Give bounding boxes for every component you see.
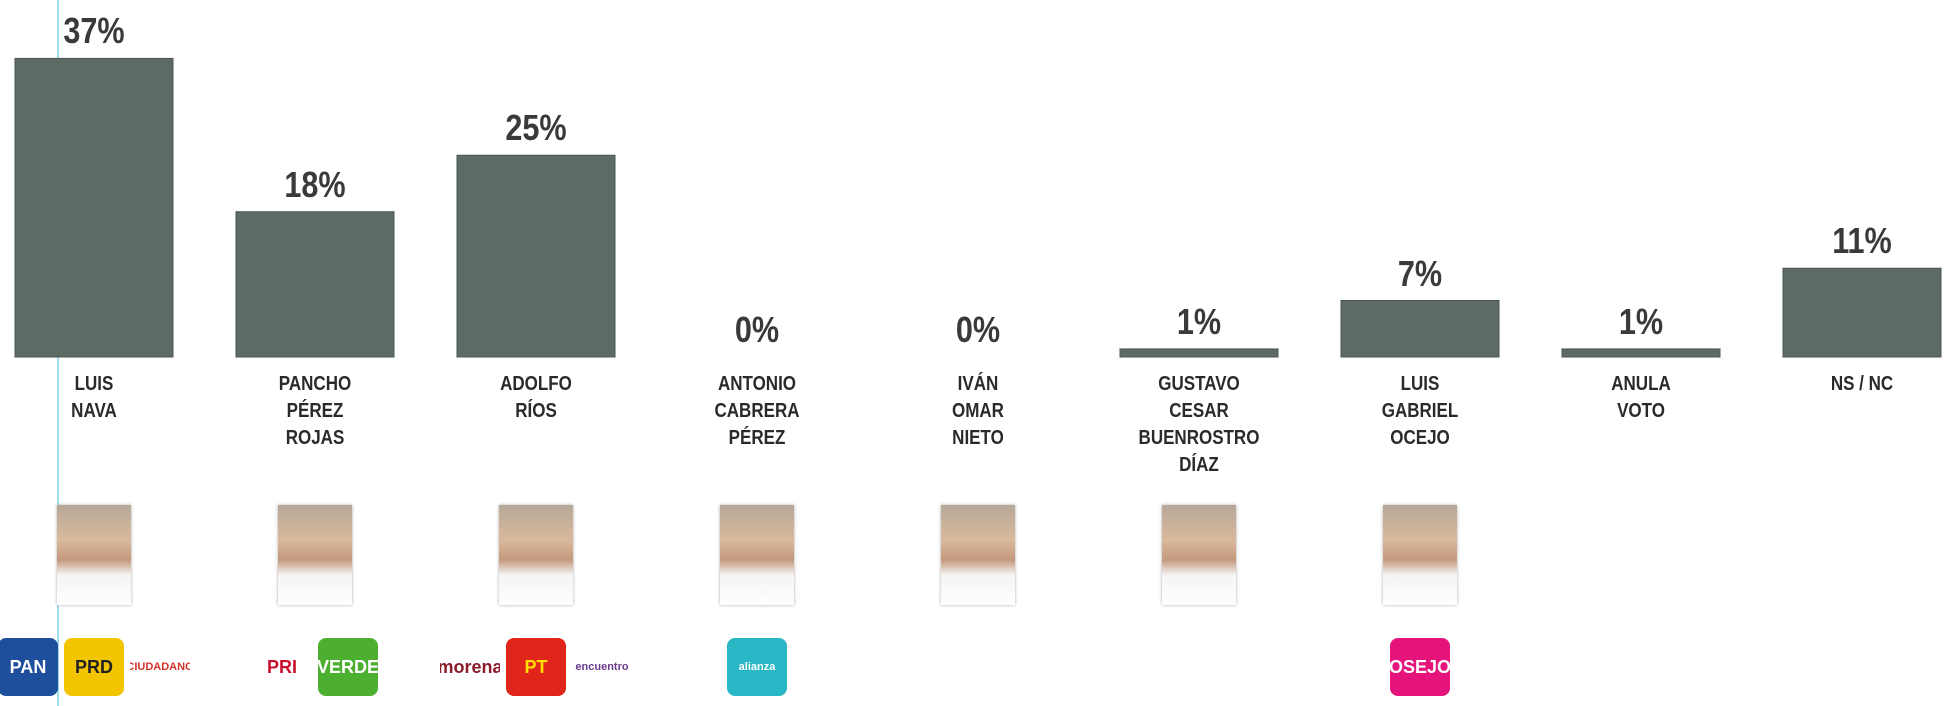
bar (1340, 300, 1500, 358)
bar (235, 211, 395, 358)
category-label: NS / NC (1830, 373, 1894, 395)
value-label: 18% (284, 163, 346, 205)
category-label: LUIS NAVA (71, 373, 117, 422)
category-label: ANTONIO CABRERA PÉREZ (714, 373, 800, 449)
value-label: 25% (505, 107, 567, 149)
category-label: PANCHO PÉREZ ROJAS (278, 373, 352, 449)
category-label: LUIS GABRIEL OCEJO (1381, 373, 1459, 449)
bar (1561, 348, 1721, 358)
value-label: 1% (1176, 300, 1222, 342)
value-label: 0% (734, 309, 780, 350)
candidate-photo (1383, 505, 1457, 605)
value-label: 1% (1618, 300, 1664, 342)
category-label: GUSTAVO CESAR BUENROSTRO DÍAZ (1138, 373, 1260, 476)
party-logo: encuentro (572, 638, 632, 696)
value-label: 7% (1397, 252, 1443, 294)
category-label: ADOLFO RÍOS (500, 373, 572, 422)
party-logo: CIUDADANO (130, 638, 190, 696)
bar (1119, 348, 1279, 358)
bar (14, 57, 174, 358)
value-label: 11% (1832, 220, 1892, 262)
bar (456, 154, 616, 358)
party-logo: PRI (252, 638, 312, 696)
party-logo: morena (440, 638, 500, 696)
value-label: 37% (63, 10, 125, 52)
candidate-photo (57, 505, 131, 605)
party-logo: OSEJO (1390, 638, 1450, 696)
party-logo: PRD (64, 638, 124, 696)
party-logo: PAN (0, 638, 58, 696)
party-logo: VERDE (318, 638, 378, 696)
candidate-photo (720, 505, 794, 605)
category-label: ANULA VOTO (1611, 373, 1671, 422)
value-label: 0% (955, 309, 1001, 350)
bar (1782, 267, 1942, 358)
candidate-photo (1162, 505, 1236, 605)
candidate-photo (499, 505, 573, 605)
party-logo: alianza (727, 638, 787, 696)
candidate-photo (941, 505, 1015, 605)
candidate-photo (278, 505, 352, 605)
category-label: IVÁN OMAR NIETO (952, 373, 1004, 449)
party-logo: PT (506, 638, 566, 696)
